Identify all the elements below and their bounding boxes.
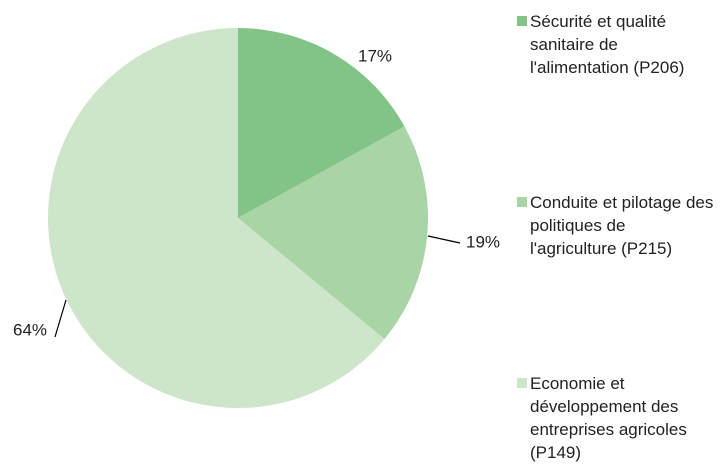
pie-slice [48,28,385,408]
legend-label: Economie et développement des entreprise… [530,374,687,462]
legend-label: Conduite et pilotage des politiques de l… [530,193,714,258]
legend-entry: Sécurité et qualité sanitaire de l'alime… [517,10,715,79]
legend-entry: Conduite et pilotage des politiques de l… [517,191,715,260]
legend-label: Sécurité et qualité sanitaire de l'alime… [530,12,685,77]
legend-swatch [517,378,527,388]
data-label: 19% [466,232,500,251]
legend-swatch [517,197,527,207]
data-label: 17% [358,46,392,65]
legend-entry: Economie et développement des entreprise… [517,372,715,464]
pie-slice [238,28,405,218]
data-label: 64% [13,320,47,339]
leader-line [54,299,67,338]
leader-line [427,235,461,244]
legend-swatch [517,16,527,26]
pie-slice [238,126,429,340]
